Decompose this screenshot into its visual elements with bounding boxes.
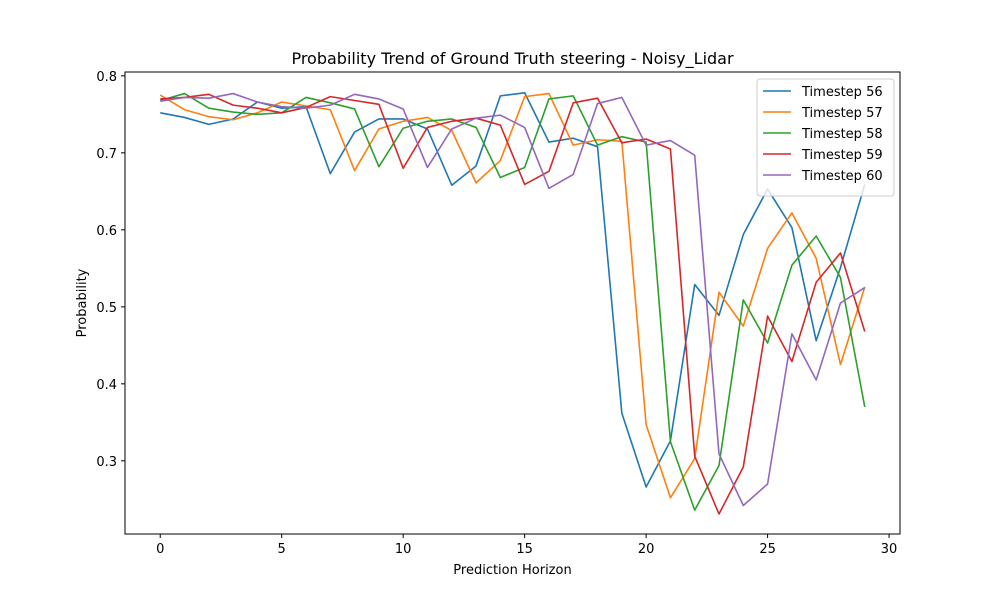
y-tick-label: 0.5	[96, 301, 117, 316]
y-tick-label: 0.3	[96, 455, 117, 470]
series-line-2	[159, 92, 866, 499]
plot-lines	[159, 91, 866, 515]
y-tick-label: 0.4	[96, 378, 117, 393]
y-tick-label: 0.6	[96, 224, 117, 239]
series-line-5	[160, 92, 866, 507]
x-tick-label: 30	[881, 542, 898, 557]
chart-title: Probability Trend of Ground Truth steeri…	[291, 49, 734, 69]
x-tick-label: 10	[395, 542, 412, 557]
x-axis: 0 5 10 15 20 25 30	[156, 534, 897, 557]
y-axis: 0.3 0.4 0.5 0.6 0.7 0.8	[96, 70, 125, 470]
y-tick-label: 0.8	[96, 70, 117, 85]
legend: Timestep 56 Timestep 57 Timestep 58 Timeste…	[756, 78, 895, 197]
legend-label: Timestep 56	[801, 85, 883, 100]
x-tick-label: 15	[516, 542, 533, 557]
x-tick-label: 0	[156, 542, 164, 557]
legend-label: Timestep 57	[801, 106, 883, 121]
y-tick-label: 0.7	[96, 147, 117, 162]
series-line-4	[160, 93, 866, 515]
x-tick-label: 5	[278, 542, 286, 557]
x-tick-label: 25	[759, 542, 776, 557]
legend-label: Timestep 60	[801, 169, 883, 184]
x-axis-label: Prediction Horizon	[453, 563, 571, 578]
y-axis-label: Probability	[75, 268, 90, 337]
x-tick-label: 20	[638, 542, 655, 557]
series-line-1	[160, 91, 866, 488]
series-line-3	[160, 92, 866, 511]
plot-frame	[124, 71, 901, 535]
legend-label: Timestep 58	[801, 127, 883, 142]
legend-box	[756, 78, 895, 197]
legend-label: Timestep 59	[801, 148, 883, 163]
